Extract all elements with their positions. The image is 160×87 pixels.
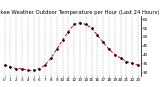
Title: Milwaukee Weather Outdoor Temperature per Hour (Last 24 Hours): Milwaukee Weather Outdoor Temperature pe…	[0, 10, 160, 15]
